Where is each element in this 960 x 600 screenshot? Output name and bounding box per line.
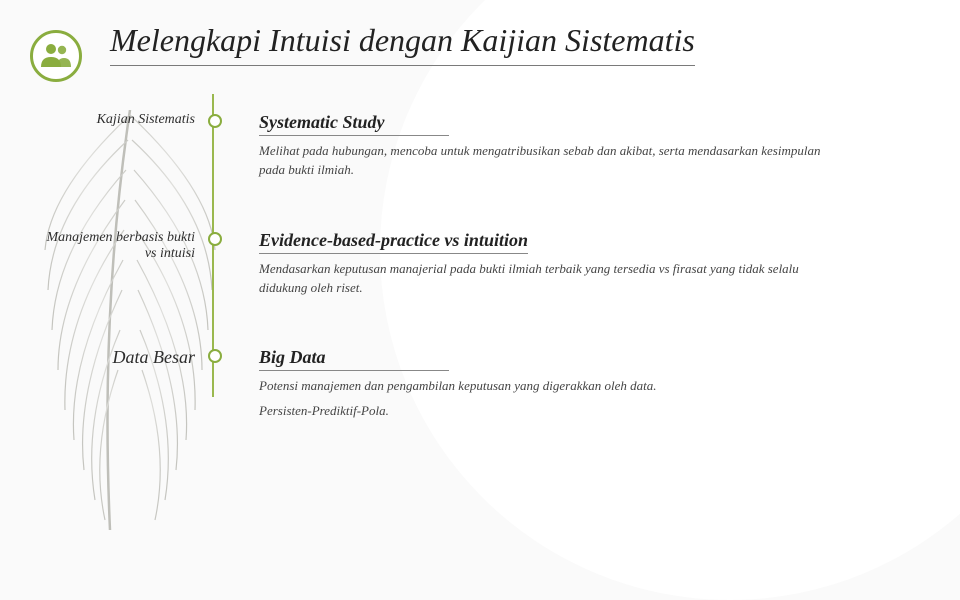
item-subtitle: Big Data (259, 347, 449, 371)
item-description: Persisten-Prediktif-Pola. (259, 402, 839, 421)
people-icon (30, 30, 82, 82)
item-description: Potensi manajemen dan pengambilan keputu… (259, 377, 839, 396)
timeline-section: Kajian Sistematis Systematic Study Melih… (0, 82, 960, 427)
item-description: Mendasarkan keputusan manajerial pada bu… (259, 260, 839, 298)
timeline-node (208, 114, 222, 128)
item-left-label: Kajian Sistematis (40, 112, 195, 128)
item-subtitle: Systematic Study (259, 112, 449, 136)
timeline-node (208, 232, 222, 246)
item-subtitle: Evidence-based-practice vs intuition (259, 230, 528, 254)
item-left-label: Data Besar (40, 347, 195, 368)
item-row: Data Besar Big Data Potensi manajemen da… (40, 347, 900, 427)
item-left-label: Manajemen berbasis bukti vs intuisi (40, 230, 195, 262)
timeline-node (208, 349, 222, 363)
slide-title: Melengkapi Intuisi dengan Kaijian Sistem… (110, 22, 695, 66)
slide-header: Melengkapi Intuisi dengan Kaijian Sistem… (0, 0, 960, 82)
item-row: Manajemen berbasis bukti vs intuisi Evid… (40, 230, 900, 304)
item-description: Melihat pada hubungan, mencoba untuk men… (259, 142, 839, 180)
item-row: Kajian Sistematis Systematic Study Melih… (40, 112, 900, 186)
